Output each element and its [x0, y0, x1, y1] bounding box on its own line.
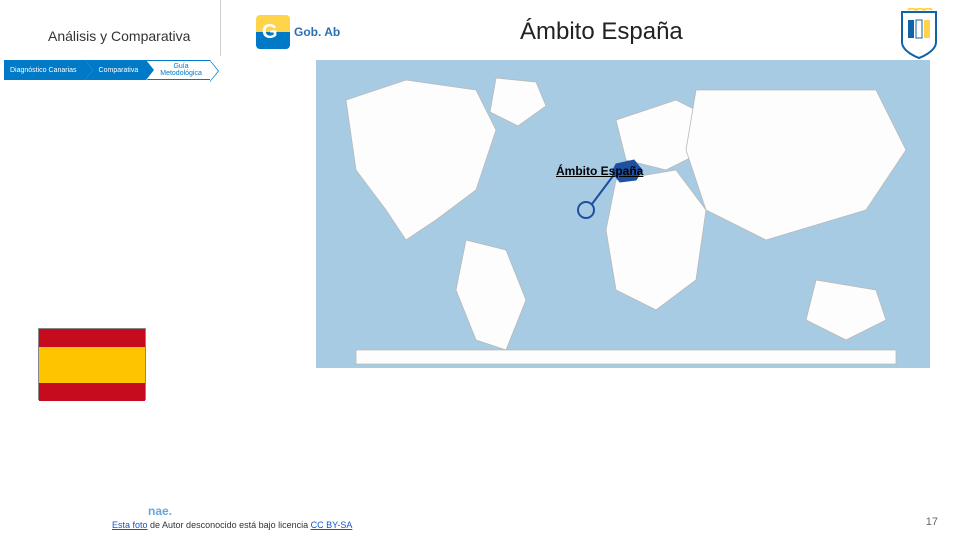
- crumb-label: Comparativa: [99, 67, 139, 74]
- crumb-diagnostico[interactable]: Diagnóstico Canarias: [4, 60, 85, 80]
- crumb-label: GuíaMetodológica: [160, 63, 202, 77]
- page-number: 17: [926, 516, 938, 528]
- gobab-icon: [256, 15, 290, 49]
- crumb-guia[interactable]: GuíaMetodológica: [146, 60, 210, 80]
- page-title: Ámbito España: [520, 18, 683, 46]
- header-divider: [220, 0, 221, 56]
- credit-photo-link[interactable]: Esta foto: [112, 520, 148, 530]
- canarias-shield-icon: [894, 8, 944, 60]
- image-credit: Esta foto de Autor desconocido está bajo…: [112, 520, 352, 530]
- gobab-text: Gob. Ab: [294, 25, 340, 39]
- crumb-comparativa[interactable]: Comparativa: [85, 60, 147, 80]
- crumb-label: Diagnóstico Canarias: [10, 67, 77, 74]
- section-subtitle: Análisis y Comparativa: [48, 28, 190, 44]
- gobab-logo: Gob. Ab: [256, 10, 346, 54]
- spain-flag-icon: [38, 328, 146, 400]
- map-callout-label: Ámbito España: [556, 164, 643, 178]
- breadcrumb: Diagnóstico Canarias Comparativa GuíaMet…: [4, 60, 210, 80]
- world-map: [316, 60, 930, 368]
- credit-license-link[interactable]: CC BY-SA: [311, 520, 353, 530]
- nae-logo: nae.: [148, 504, 172, 518]
